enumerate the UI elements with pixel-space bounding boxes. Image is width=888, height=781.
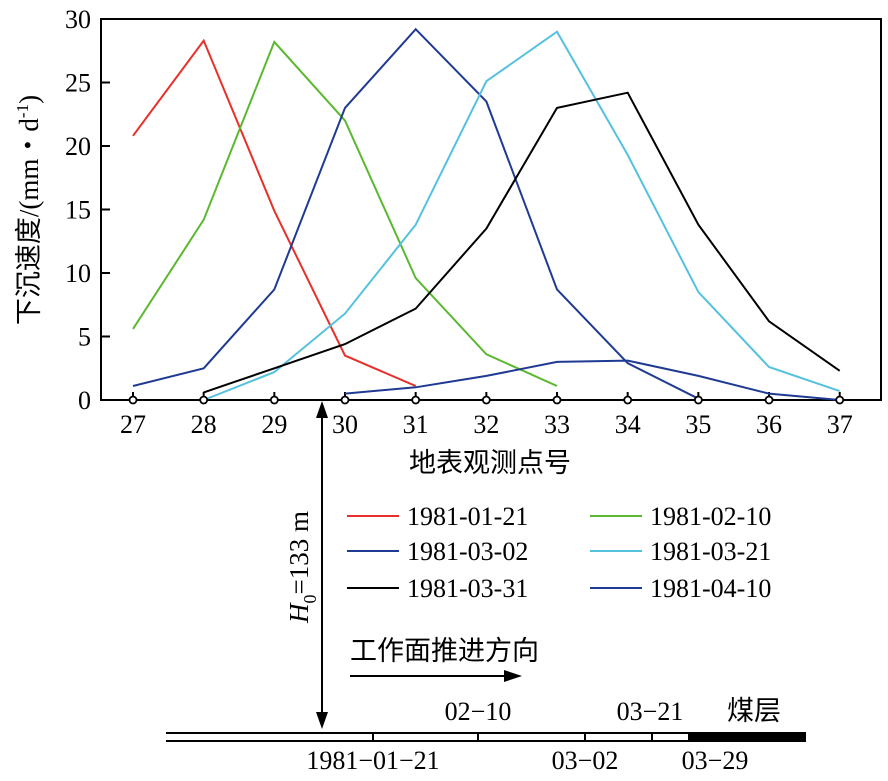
observation-point-35 bbox=[693, 395, 703, 405]
depth-label: H0=133 m bbox=[284, 511, 320, 624]
timeline-label-03-29: 03−29 bbox=[682, 746, 749, 775]
legend: 1981-01-21 1981-02-10 1981-03-02 1981-03-21… bbox=[347, 502, 771, 603]
timeline-label-1981-01-21: 1981−01−21 bbox=[306, 746, 439, 775]
y-axis-title-sup: -1 bbox=[13, 104, 32, 118]
seam-label: 煤层 bbox=[727, 696, 781, 727]
observation-point-37 bbox=[835, 395, 845, 405]
x-tick-label-6: 33 bbox=[544, 410, 570, 439]
observation-point-28 bbox=[199, 395, 209, 405]
y-tick-label-4: 20 bbox=[65, 132, 91, 161]
y-tick-label-5: 25 bbox=[65, 69, 91, 98]
x-tick-label-1: 28 bbox=[191, 410, 217, 439]
legend-label-1981-03-21: 1981-03-21 bbox=[650, 537, 771, 566]
x-tick-label-0: 27 bbox=[120, 410, 146, 439]
series-line-1981-04-10 bbox=[344, 359, 840, 401]
observation-point-33 bbox=[552, 395, 562, 405]
timeline-label-03-21: 03−21 bbox=[617, 697, 684, 726]
x-tick-label-5: 32 bbox=[473, 410, 499, 439]
x-tick-label-3: 30 bbox=[332, 410, 358, 439]
observation-point-29 bbox=[269, 395, 279, 405]
depth-arrow-head-top bbox=[316, 401, 328, 418]
series-line-1981-03-02 bbox=[132, 27, 699, 400]
x-tick-label-4: 31 bbox=[403, 410, 429, 439]
observation-point-27 bbox=[128, 395, 138, 405]
series-line-1981-03-31 bbox=[203, 91, 841, 394]
legend-label-1981-01-21: 1981-01-21 bbox=[407, 502, 528, 531]
x-tick-label-9: 36 bbox=[756, 410, 782, 439]
depth-arrow-head-bottom bbox=[316, 712, 328, 729]
y-tick-label-0: 0 bbox=[78, 386, 91, 415]
timeline-label-02-10: 02−10 bbox=[445, 697, 512, 726]
legend-label-1981-03-02: 1981-03-02 bbox=[407, 537, 528, 566]
depth-label-value: =133 m bbox=[284, 511, 314, 594]
coal-seam-bar bbox=[688, 732, 806, 742]
observation-point-31 bbox=[411, 395, 421, 405]
legend-label-1981-03-31: 1981-03-31 bbox=[407, 574, 528, 603]
observation-point-30 bbox=[340, 395, 350, 405]
depth-label-var: H bbox=[284, 602, 314, 624]
y-axis-title: 下沉速度/(mm・d-1) bbox=[13, 95, 44, 325]
series-lines bbox=[132, 27, 841, 401]
y-axis-ticks: 0 5 10 15 20 25 30 bbox=[65, 5, 110, 415]
observation-point-34 bbox=[623, 395, 633, 405]
x-tick-label-10: 37 bbox=[827, 410, 853, 439]
y-tick-label-6: 30 bbox=[65, 5, 91, 34]
legend-label-1981-04-10: 1981-04-10 bbox=[650, 574, 771, 603]
observation-point-markers bbox=[128, 395, 845, 405]
y-axis-title-group: 下沉速度/(mm・d-1) bbox=[13, 95, 44, 325]
legend-label-1981-02-10: 1981-02-10 bbox=[650, 502, 771, 531]
y-axis-title-main: 下沉速度/(mm・d bbox=[14, 118, 44, 325]
x-tick-label-2: 29 bbox=[261, 410, 287, 439]
y-tick-label-2: 10 bbox=[65, 259, 91, 288]
x-axis-ticks: 27282930313233343536373839 bbox=[120, 392, 853, 439]
observation-point-32 bbox=[481, 395, 491, 405]
series-line-1981-03-21 bbox=[203, 30, 841, 401]
timeline-label-03-02: 03−02 bbox=[552, 746, 619, 775]
y-tick-label-1: 5 bbox=[78, 323, 91, 352]
depth-label-group: H0=133 m bbox=[284, 511, 320, 624]
series-line-1981-02-10 bbox=[132, 40, 558, 387]
depth-label-sub: 0 bbox=[300, 594, 320, 603]
x-tick-label-7: 34 bbox=[615, 410, 641, 439]
direction-arrow-head bbox=[504, 670, 522, 682]
direction-label: 工作面推进方向 bbox=[350, 636, 539, 667]
series-line-1981-01-21 bbox=[132, 38, 417, 387]
y-axis-title-close: ) bbox=[14, 95, 44, 104]
y-tick-label-3: 15 bbox=[65, 196, 91, 225]
observation-point-36 bbox=[764, 395, 774, 405]
x-axis-title: 地表观测点号 bbox=[409, 448, 571, 478]
x-tick-label-8: 35 bbox=[685, 410, 711, 439]
